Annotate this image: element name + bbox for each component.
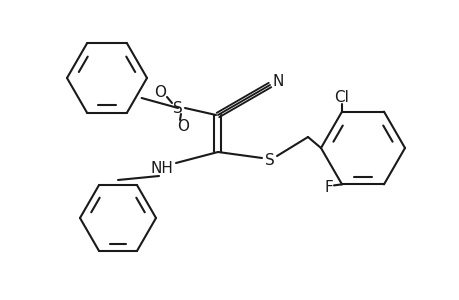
Text: F: F — [324, 180, 333, 195]
Text: Cl: Cl — [334, 90, 349, 105]
Text: O: O — [154, 85, 166, 100]
Text: S: S — [264, 152, 274, 167]
Text: NH: NH — [150, 160, 173, 175]
Text: O: O — [177, 118, 189, 134]
Text: S: S — [173, 100, 183, 116]
Text: N: N — [272, 74, 283, 88]
